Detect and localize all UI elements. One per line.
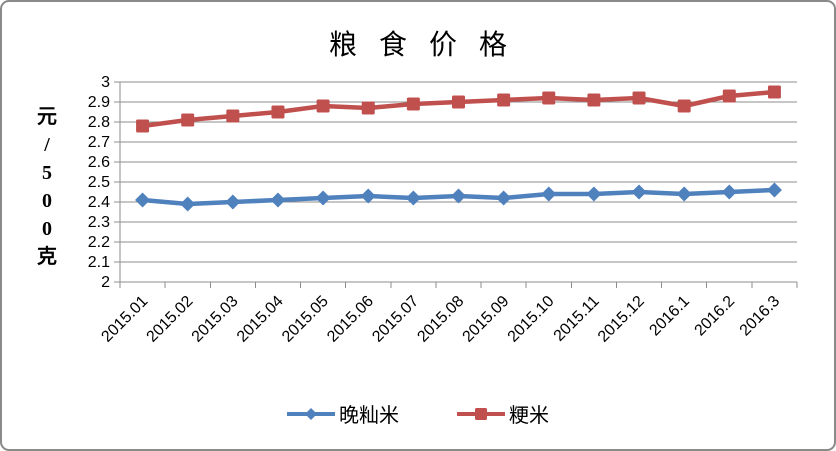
y-tick-label: 2.2 (88, 234, 110, 251)
y-tick-label: 2.5 (88, 174, 110, 191)
y-tick-label: 2.3 (88, 214, 110, 231)
data-point-diamond-icon (676, 186, 692, 202)
data-point-diamond-icon (451, 188, 466, 204)
data-point-square-icon (587, 93, 601, 107)
y-axis-title-char: 0 (42, 190, 52, 212)
x-tick-label: 2016.2 (692, 293, 739, 340)
y-tick-label: 2.1 (88, 254, 110, 271)
x-tick-label: 2015.01 (98, 293, 151, 346)
y-axis-title-char: 元 (37, 106, 57, 128)
data-point-diamond-icon (405, 190, 421, 206)
data-point-square-icon (181, 113, 195, 127)
legend: 晚籼米 粳米 (2, 399, 834, 428)
data-point-diamond-icon (360, 188, 376, 204)
data-point-square-icon (226, 109, 240, 123)
legend-square-marker-icon (457, 407, 505, 420)
data-point-square-icon (677, 99, 691, 113)
series-0 (135, 182, 782, 212)
data-point-square-icon (452, 95, 465, 109)
y-axis-title-char: 克 (37, 246, 57, 268)
data-point-diamond-icon (135, 192, 151, 208)
data-point-diamond-icon (766, 182, 782, 198)
data-point-square-icon (361, 101, 375, 115)
y-tick-label: 2.8 (88, 114, 110, 131)
x-tick-label: 2016.1 (646, 293, 693, 340)
x-tick-label: 2015.05 (279, 293, 332, 346)
x-tick-label: 2016.3 (737, 293, 784, 340)
y-tick-label: 2 (101, 274, 110, 291)
x-tick-label: 2015.02 (144, 293, 197, 346)
y-axis-title-char: / (44, 134, 50, 156)
x-tick-label: 2015.04 (234, 293, 287, 346)
legend-item-0: 晚籼米 (287, 399, 399, 428)
x-tick-label: 2015.08 (414, 293, 467, 346)
data-point-square-icon (722, 89, 736, 103)
x-tick-label: 2015.09 (460, 293, 513, 346)
data-point-diamond-icon (631, 184, 647, 200)
x-tick-label: 2015.07 (369, 293, 422, 346)
legend-diamond-marker-icon (287, 407, 335, 420)
y-axis-title: 元 / 5 0 0 克 (29, 103, 65, 271)
legend-label: 晚籼米 (339, 405, 399, 427)
x-tick-label: 2015.10 (505, 293, 558, 346)
data-point-square-icon (632, 91, 646, 105)
x-tick-labels: 2015.012015.022015.032015.042015.052015.… (98, 293, 783, 346)
data-point-diamond-icon (225, 194, 241, 210)
x-tick-label: 2015.03 (189, 293, 242, 346)
data-point-square-icon (271, 105, 285, 119)
gridlines (120, 81, 797, 263)
series-1 (136, 85, 781, 133)
data-point-diamond-icon (270, 192, 286, 208)
data-point-square-icon (316, 99, 330, 113)
data-point-square-icon (542, 91, 556, 105)
y-tick-label: 3 (101, 74, 110, 91)
y-tick-label: 2.6 (88, 154, 110, 171)
data-point-diamond-icon (180, 196, 196, 212)
y-tick-label: 2.4 (88, 194, 110, 211)
y-tick-label: 2.9 (88, 94, 110, 111)
axes (114, 81, 798, 288)
data-point-diamond-icon (496, 190, 512, 206)
data-point-square-icon (406, 97, 420, 111)
y-axis-title-char: 0 (42, 218, 52, 240)
data-point-diamond-icon (721, 184, 737, 200)
x-tick-label: 2015.12 (595, 293, 648, 346)
data-point-diamond-icon (315, 190, 331, 206)
y-tick-label: 2.7 (88, 134, 110, 151)
y-tick-labels: 2 2.1 2.2 2.3 2.4 2.5 2.6 2.7 2.8 2.9 3 (88, 74, 110, 291)
data-point-square-icon (136, 119, 150, 133)
y-axis-title-char: 5 (42, 162, 52, 184)
legend-label: 粳米 (509, 405, 549, 427)
legend-item-1: 粳米 (457, 399, 549, 428)
data-point-diamond-icon (541, 186, 557, 202)
data-point-square-icon (767, 85, 781, 99)
x-tick-label: 2015.06 (324, 293, 377, 346)
x-tick-label: 2015.11 (551, 293, 603, 345)
data-point-square-icon (497, 93, 511, 107)
data-point-diamond-icon (586, 186, 602, 202)
chart-title: 粮食价格 (328, 30, 529, 61)
